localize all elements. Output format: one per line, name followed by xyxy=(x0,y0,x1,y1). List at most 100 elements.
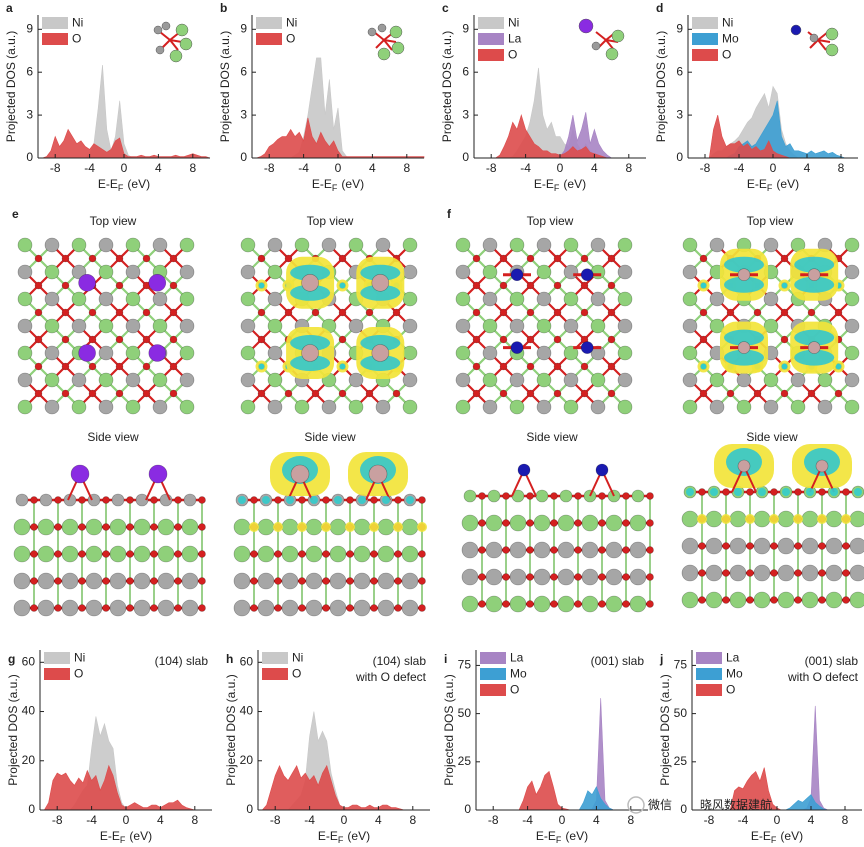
atom xyxy=(681,510,699,528)
atom xyxy=(553,335,562,344)
atom xyxy=(198,496,206,504)
atom xyxy=(770,488,778,496)
legend-label: Ni xyxy=(286,16,297,30)
atom xyxy=(844,318,860,334)
atom xyxy=(54,577,62,585)
x-tick-label: 0 xyxy=(557,161,564,175)
atom xyxy=(133,545,151,563)
atom xyxy=(418,550,426,558)
atom xyxy=(809,33,819,43)
atom xyxy=(526,335,535,344)
y-tick-label: 6 xyxy=(240,64,247,78)
atom xyxy=(581,514,599,532)
atom xyxy=(533,514,551,532)
atom xyxy=(169,335,178,344)
y-tick-label: 6 xyxy=(26,64,33,78)
isosurface xyxy=(817,514,827,524)
atom xyxy=(157,545,175,563)
atom xyxy=(169,254,178,263)
atom xyxy=(44,345,60,361)
atom xyxy=(550,600,558,608)
atom xyxy=(472,254,481,263)
atom xyxy=(844,399,860,415)
atom xyxy=(179,399,195,415)
atom xyxy=(502,600,510,608)
x-axis-label: E-EF (eV) xyxy=(534,177,586,193)
atom xyxy=(526,492,534,500)
atom xyxy=(257,572,275,590)
atom xyxy=(607,254,616,263)
atom xyxy=(169,308,178,317)
atom xyxy=(842,488,850,496)
isosurface xyxy=(794,276,835,293)
legend-swatch xyxy=(42,33,68,45)
atom xyxy=(746,596,754,604)
atom xyxy=(698,488,706,496)
x-tick-label: 8 xyxy=(403,161,410,175)
atom xyxy=(578,18,594,34)
atom xyxy=(148,273,167,292)
isosurface xyxy=(286,496,294,504)
atom xyxy=(179,291,195,307)
x-tick-label: -8 xyxy=(486,161,497,175)
isosurface xyxy=(339,282,346,289)
structure-icon xyxy=(367,23,405,61)
atom xyxy=(825,43,839,57)
atom xyxy=(482,264,498,280)
atom xyxy=(240,399,256,415)
atom xyxy=(478,600,486,608)
atom xyxy=(807,308,816,317)
atom xyxy=(13,545,31,563)
atom xyxy=(98,264,114,280)
atom xyxy=(257,389,266,398)
atom xyxy=(54,550,62,558)
atom xyxy=(30,550,38,558)
atom xyxy=(257,599,275,617)
atom xyxy=(71,372,87,388)
atom xyxy=(509,514,527,532)
x-label-sub: F xyxy=(338,835,344,845)
y-tick-label: 9 xyxy=(462,21,469,35)
atom xyxy=(472,389,481,398)
atom xyxy=(681,591,699,609)
atom xyxy=(329,518,347,536)
atom xyxy=(580,341,594,354)
x-label-unit: (eV) xyxy=(347,829,370,843)
atom xyxy=(580,389,589,398)
atom xyxy=(817,372,833,388)
atom xyxy=(115,335,124,344)
atom xyxy=(367,27,377,37)
atom xyxy=(298,604,306,612)
atom xyxy=(526,389,535,398)
atom xyxy=(34,254,43,263)
atom xyxy=(125,399,141,415)
legend-label: Ni xyxy=(74,651,85,665)
atom xyxy=(536,372,552,388)
atom xyxy=(34,281,43,290)
atom xyxy=(98,318,114,334)
atom xyxy=(753,510,771,528)
legend-label: O xyxy=(722,48,731,62)
atom xyxy=(37,545,55,563)
isosurface xyxy=(854,488,862,496)
atom xyxy=(844,237,860,253)
atom xyxy=(88,308,97,317)
atom xyxy=(557,514,575,532)
atom xyxy=(482,372,498,388)
y-tick-label: 50 xyxy=(674,706,688,720)
atom xyxy=(401,599,419,617)
atom xyxy=(590,237,606,253)
atom xyxy=(179,37,193,51)
atom xyxy=(780,308,789,317)
atom xyxy=(401,572,419,590)
isosurface xyxy=(841,514,851,524)
atom xyxy=(152,237,168,253)
atom xyxy=(370,496,378,504)
atom xyxy=(709,399,725,415)
view-title: Side view xyxy=(526,430,578,444)
atom xyxy=(590,318,606,334)
atom xyxy=(150,577,158,585)
legend-label: Ni xyxy=(72,16,83,30)
x-tick-label: 8 xyxy=(191,813,198,827)
atom xyxy=(607,389,616,398)
